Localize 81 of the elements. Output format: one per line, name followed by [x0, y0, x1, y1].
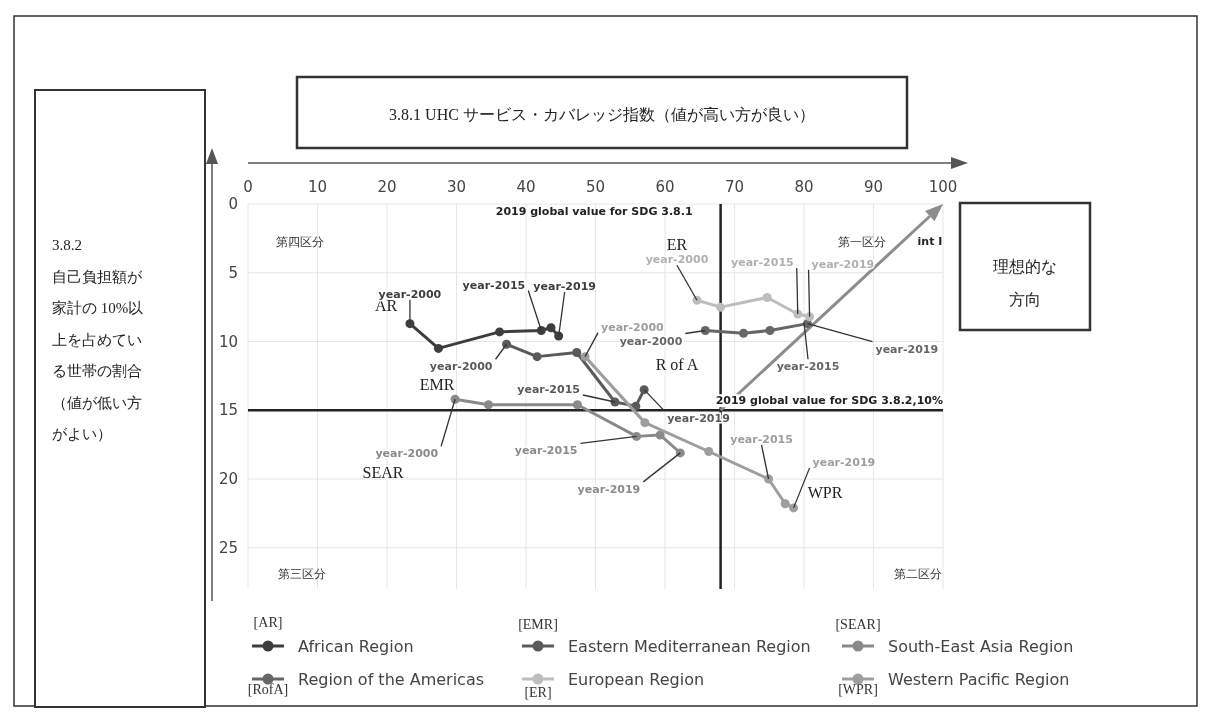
annotation: ER — [666, 236, 688, 253]
annotation: year-2015 — [514, 444, 578, 458]
x-tick-label: 0 — [243, 178, 253, 196]
annotation: 第三区分 — [278, 567, 326, 581]
annotation: year-2019 — [811, 257, 875, 271]
text: [SEAR] — [835, 617, 881, 632]
annotation: year-2015 — [517, 383, 580, 396]
text: [RofA] — [247, 682, 289, 697]
point — [495, 327, 505, 337]
point — [780, 499, 790, 509]
point — [704, 447, 714, 456]
annotation: year-2000 — [375, 447, 439, 461]
text: [ER] — [524, 685, 552, 700]
x-tick-label: 100 — [928, 178, 958, 196]
annotation: SEAR — [362, 464, 404, 481]
x-tick-label: 20 — [377, 178, 397, 196]
point — [640, 418, 650, 428]
legend-label: African Region — [298, 637, 414, 656]
y-tick-label: 0 — [228, 195, 238, 213]
point — [483, 400, 493, 410]
ref-line-label: 2019 global value for SDG 3.8.1 — [495, 205, 693, 218]
point — [716, 302, 726, 312]
point — [655, 430, 665, 440]
point — [700, 326, 710, 335]
legend-label: Eastern Mediterranean Region — [568, 637, 811, 656]
annotation: 第一区分 — [838, 235, 886, 249]
text: 理想的な方向 — [993, 258, 1057, 308]
point — [762, 293, 772, 302]
annotation: year-2019 — [533, 280, 596, 293]
x-tick-label: 30 — [446, 178, 467, 196]
y-tick-label: 10 — [218, 332, 238, 351]
x-tick-label: 40 — [516, 178, 536, 196]
y-tick-label: 20 — [218, 470, 238, 488]
point — [536, 326, 546, 335]
legend-label: Region of the Americas — [298, 670, 485, 689]
annotation: WPR — [807, 484, 843, 501]
annotation: year-2000 — [645, 253, 709, 267]
point — [739, 328, 749, 338]
x-tick-label: 60 — [655, 178, 675, 196]
x-tick-label: 10 — [307, 178, 328, 196]
text: 3.8.2 自己負担額が家計の 10%以上を占めている世帯の割合（値が低い方がよい） — [52, 237, 144, 442]
point — [805, 312, 815, 322]
annotation: year-2000 — [429, 360, 493, 374]
legend-label: Western Pacific Region — [888, 670, 1070, 689]
x-tick-label: 70 — [724, 178, 745, 196]
point — [572, 348, 582, 357]
text: [AR] — [253, 615, 283, 630]
annotation: year-2000 — [378, 287, 442, 301]
point — [502, 339, 512, 349]
annotation: 第四区分 — [276, 235, 324, 249]
x-axis-title: 3.8.1 UHC サービス・カバレッジ指数（値が高い方が良い） — [389, 106, 815, 123]
annotation: year-2019 — [577, 482, 641, 496]
annotation: 第二区分 — [894, 567, 942, 581]
annotation: year-2000 — [619, 334, 683, 348]
ref-line-label: 2019 global value for SDG 3.8.2,10% — [715, 394, 943, 408]
x-tick-label: 80 — [794, 178, 814, 196]
x-tick-label: 90 — [863, 178, 884, 196]
annotation: year-2015 — [731, 256, 794, 269]
point — [532, 352, 542, 362]
annotation: year-2015 — [776, 360, 840, 374]
point — [572, 400, 582, 410]
y-tick-label: 5 — [228, 263, 238, 282]
annotation: year-2000 — [601, 320, 665, 334]
annotation: year-2019 — [875, 342, 939, 356]
point — [546, 323, 556, 333]
annotation: EMR — [419, 376, 455, 393]
legend-label: European Region — [568, 670, 705, 689]
y-tick-label: 15 — [218, 401, 238, 420]
annotation: year-2019 — [812, 455, 876, 469]
annotation: year-2015 — [730, 433, 793, 446]
point — [433, 343, 443, 353]
text: [EMR] — [518, 617, 558, 632]
point — [632, 431, 642, 441]
annotation: R of A — [655, 356, 699, 373]
annotation: int I — [917, 235, 943, 248]
point — [765, 326, 775, 335]
legend-label: South-East Asia Region — [888, 637, 1074, 656]
y-tick-label: 25 — [218, 538, 238, 557]
x-tick-label: 50 — [585, 178, 606, 196]
text: [WPR] — [838, 682, 878, 697]
annotation: year-2015 — [462, 278, 526, 292]
